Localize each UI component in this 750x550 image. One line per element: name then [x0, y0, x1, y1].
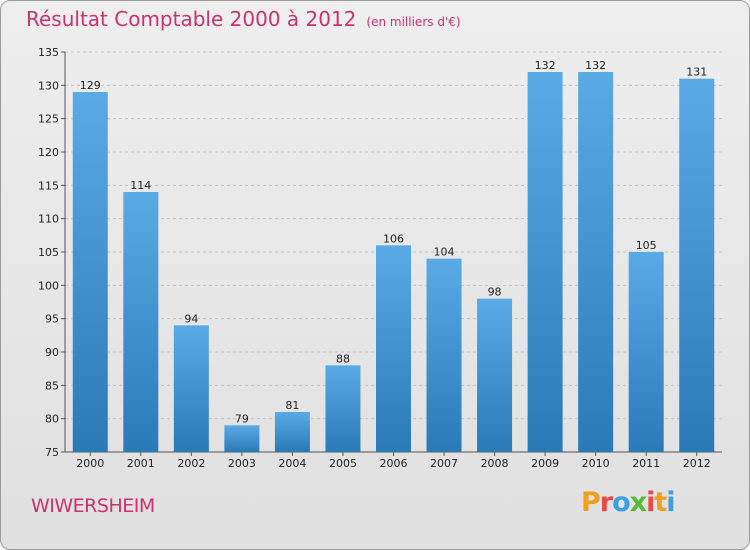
- y-tick-label: 120: [38, 146, 59, 159]
- x-tick-label: 2003: [228, 457, 256, 470]
- bar: [527, 72, 563, 452]
- bar: [679, 78, 715, 453]
- bar: [578, 72, 614, 452]
- y-tick-label: 105: [38, 246, 59, 259]
- logo-letter: o: [612, 487, 631, 518]
- bar-value-label: 131: [686, 66, 707, 79]
- bar: [376, 245, 411, 452]
- y-tick-label: 115: [38, 179, 59, 192]
- bar-value-label: 132: [585, 59, 606, 72]
- bar-value-label: 79: [235, 412, 249, 425]
- bar: [274, 412, 310, 452]
- bar-value-label: 88: [336, 352, 350, 365]
- x-tick-label: 2012: [683, 457, 711, 470]
- y-tick-label: 130: [38, 79, 59, 92]
- logo-letter: t: [654, 487, 667, 518]
- chart-subtitle: (en milliers d'€): [366, 15, 461, 29]
- x-tick-label: 2000: [76, 457, 104, 470]
- bar-value-label: 94: [184, 312, 198, 325]
- x-tick-label: 2010: [582, 457, 610, 470]
- chart-title-text: Résultat Comptable 2000 à 2012: [26, 7, 357, 31]
- x-tick-label: 2007: [430, 457, 458, 470]
- labels: 75 80 85 90 95 100 105 110 115 120 125 130 135 129 200…: [38, 46, 711, 470]
- bar-value-label: 132: [535, 59, 556, 72]
- x-tick-label: 2008: [481, 457, 509, 470]
- bar: [224, 425, 260, 452]
- chart-title: Résultat Comptable 2000 à 2012 (en millie…: [26, 7, 461, 31]
- bar: [477, 298, 513, 452]
- y-tick-label: 85: [45, 379, 59, 392]
- y-tick-label: 135: [38, 46, 59, 59]
- bar-value-label: 129: [80, 79, 101, 92]
- x-tick-label: 2001: [127, 457, 155, 470]
- bar: [72, 92, 108, 452]
- bar-value-label: 81: [285, 399, 299, 412]
- y-tick-label: 125: [38, 113, 59, 126]
- y-tick-label: 110: [38, 213, 59, 226]
- x-tick-label: 2004: [278, 457, 306, 470]
- logo-letter: x: [629, 487, 647, 518]
- y-tick-label: 80: [45, 413, 59, 426]
- x-tick-label: 2006: [380, 457, 408, 470]
- bar: [325, 365, 361, 452]
- bar-value-label: 105: [636, 239, 657, 252]
- x-tick-label: 2011: [632, 457, 660, 470]
- logo-letter: r: [599, 487, 613, 518]
- x-tick-label: 2002: [177, 457, 205, 470]
- y-tick-label: 75: [45, 446, 59, 459]
- y-tick-label: 95: [45, 313, 59, 326]
- bar-value-label: 106: [383, 232, 404, 245]
- logo-letter: i: [646, 487, 655, 518]
- commune-name: WIWERSHEIM: [31, 495, 155, 517]
- logo-letter: P: [581, 487, 601, 518]
- bar-value-label: 98: [488, 286, 502, 299]
- bar: [123, 192, 159, 452]
- bar-value-label: 104: [434, 246, 455, 259]
- x-tick-label: 2005: [329, 457, 357, 470]
- bar-value-label: 114: [130, 179, 151, 192]
- proxiti-logo[interactable]: Proxiti: [581, 487, 676, 518]
- x-tick-label: 2009: [531, 457, 559, 470]
- y-tick-label: 100: [38, 279, 59, 292]
- bars: [72, 72, 715, 453]
- y-tick-label: 90: [45, 346, 59, 359]
- logo-letter: i: [666, 487, 675, 518]
- bar: [173, 325, 209, 452]
- bar: [426, 258, 462, 452]
- bar: [628, 252, 664, 452]
